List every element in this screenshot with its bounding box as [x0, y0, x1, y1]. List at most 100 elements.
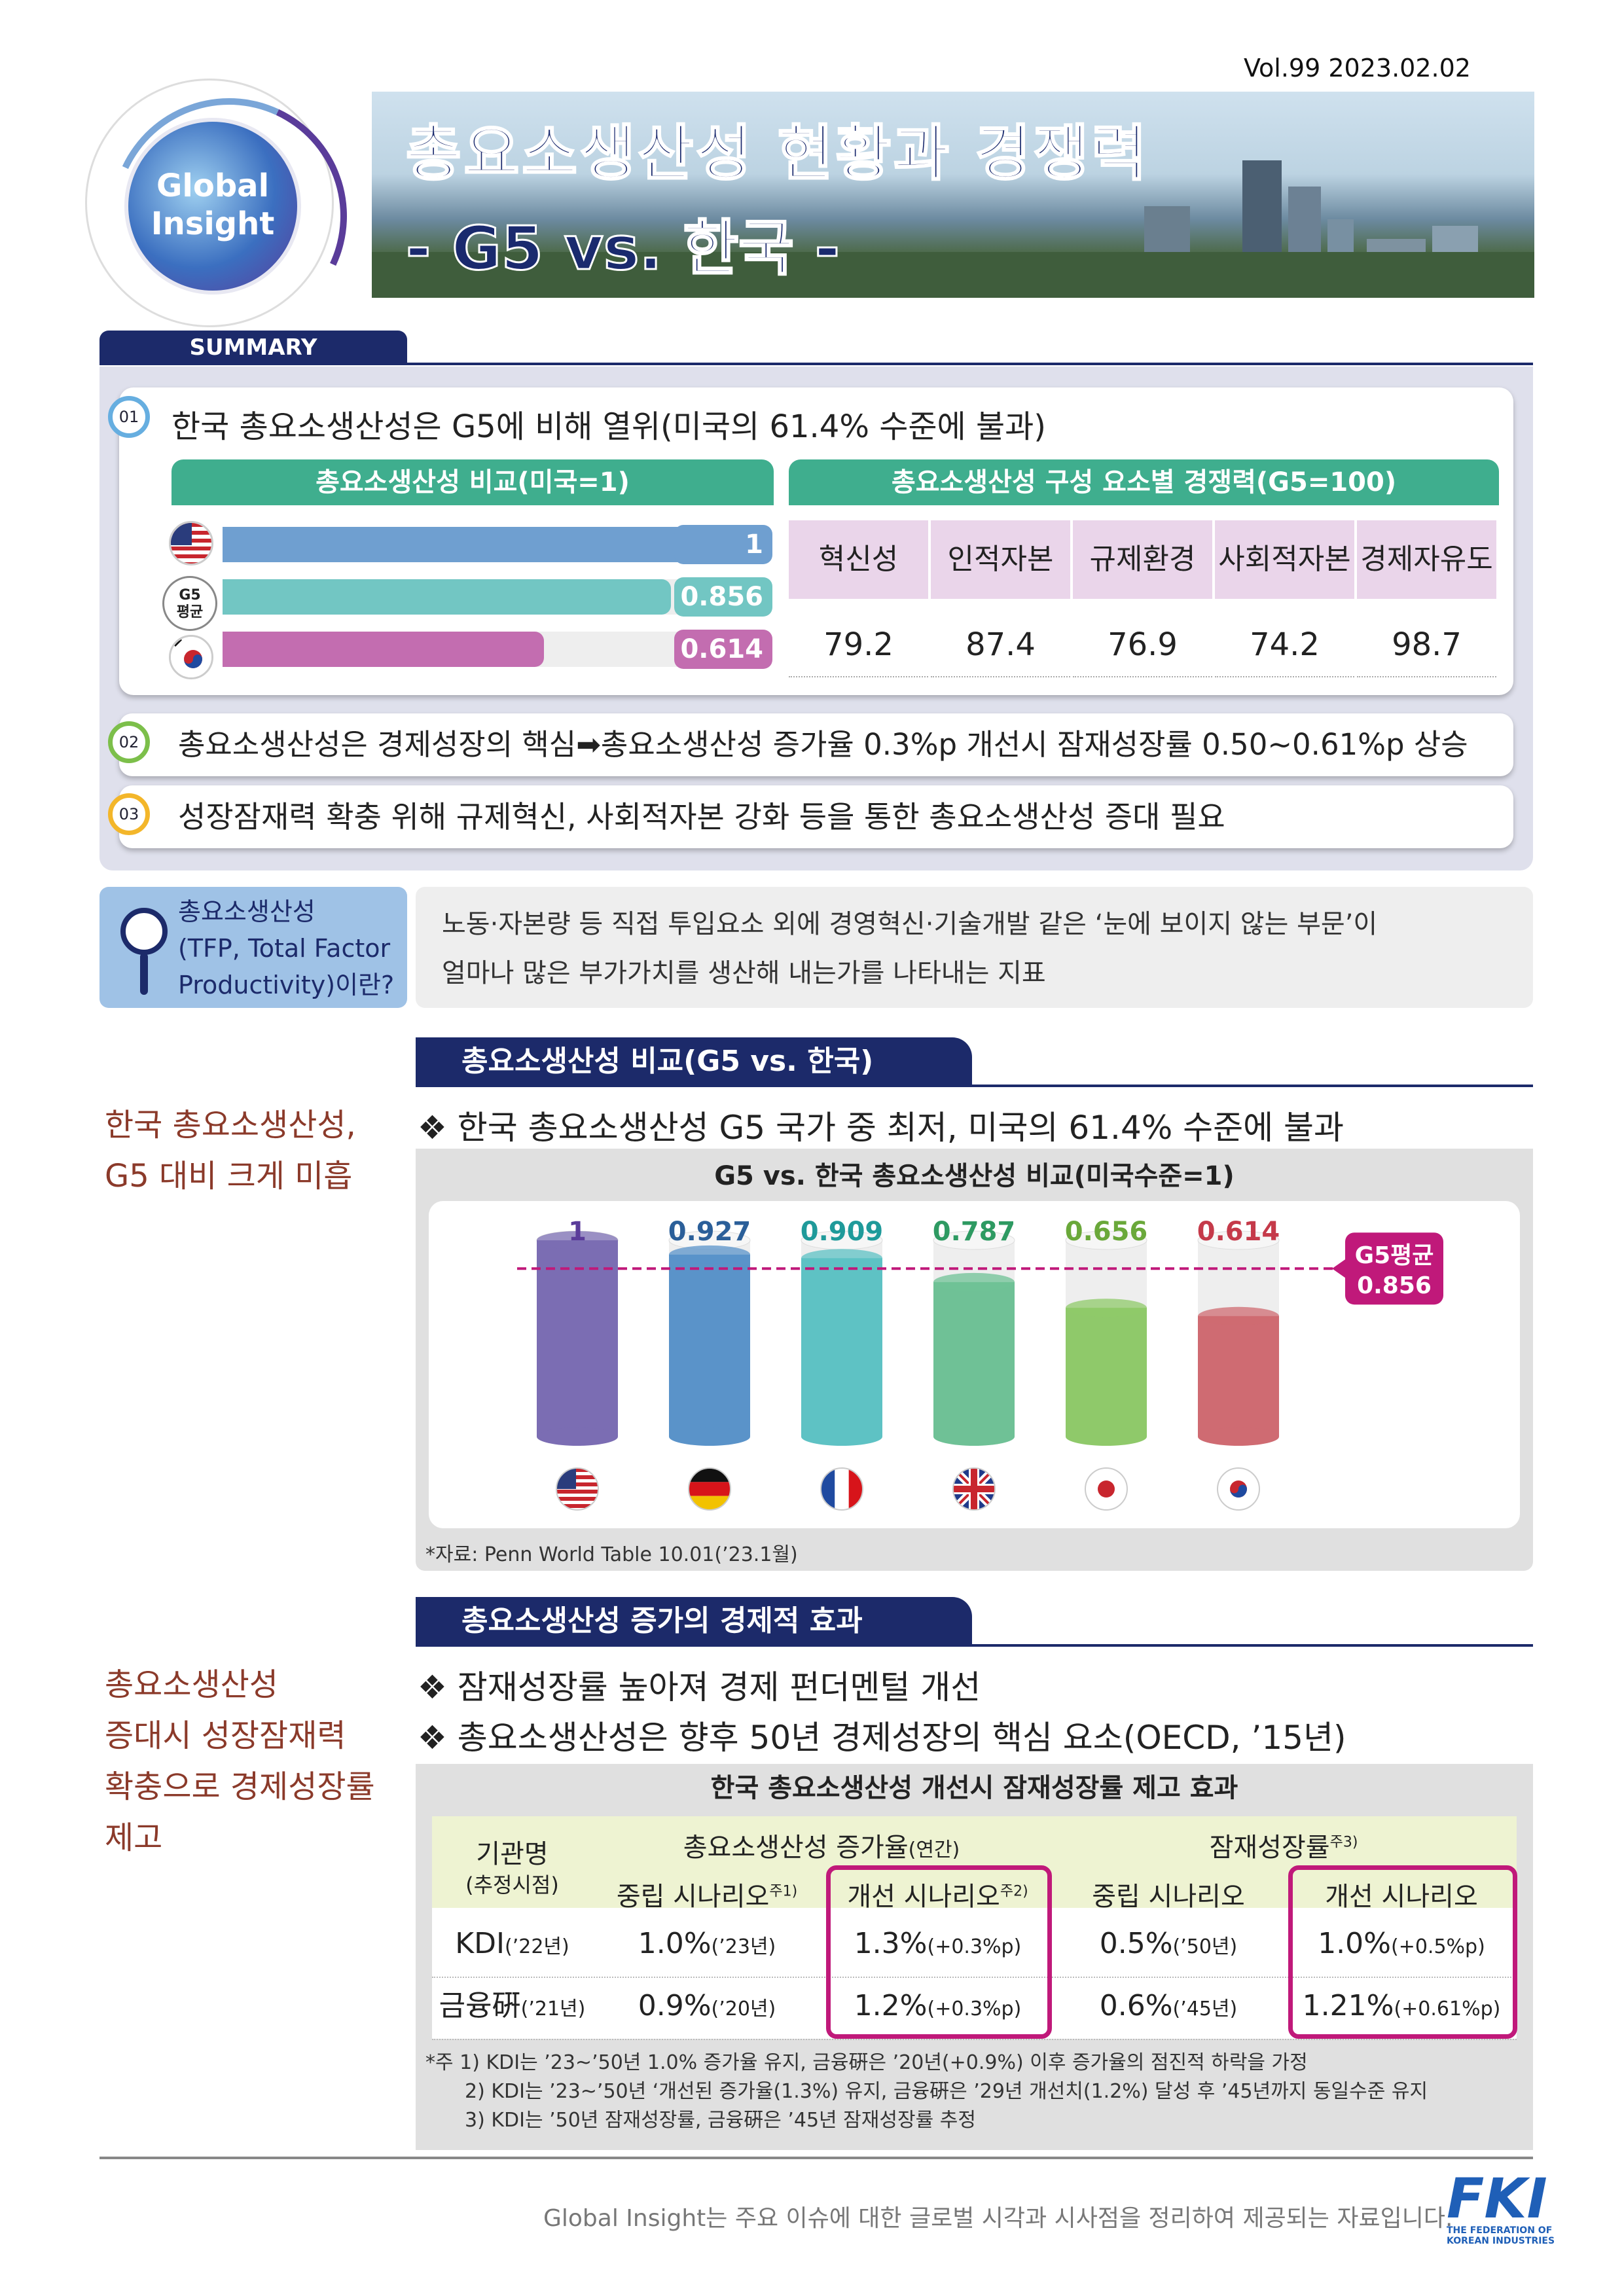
table-note-1: *주 1) KDI는 ’23~’50년 1.0% 증가율 유지, 금융硏은 ’2… — [425, 2051, 1308, 2074]
section2-side-line3: 확충으로 경제성장률 — [105, 1768, 375, 1805]
component-header-4: 경제자유도 — [1357, 520, 1496, 599]
korea-flag-icon — [169, 635, 213, 679]
kr-flag-icon — [1217, 1467, 1260, 1511]
row-org-name-1: 금융硏 — [439, 1989, 521, 2022]
footer-text: Global Insight는 주요 이슈에 대한 글로벌 시각과 시사점을 정… — [543, 2205, 1453, 2232]
bar-5 — [1198, 1316, 1279, 1437]
row-org-year-0: (’22년) — [505, 1935, 569, 1958]
row-0-cell-1-value: 1.3% — [854, 1927, 928, 1960]
row-0-cell-3: 1.0%(+0.5%p) — [1286, 1921, 1517, 1970]
footer-divider — [99, 2157, 1533, 2159]
row-0-cell-3-sub: (+0.5%p) — [1390, 1935, 1485, 1958]
component-value-3: 74.2 — [1215, 612, 1354, 677]
definition-line1: 노동·자본량 등 직접 투입요소 외에 경영혁신·기술개발 같은 ‘눈에 보이지… — [442, 909, 1378, 939]
bar-fill-1 — [223, 579, 671, 615]
component-value-2: 76.9 — [1073, 612, 1212, 677]
bar-fill-0 — [223, 527, 746, 562]
section1-divider — [416, 1085, 1533, 1087]
jp-flag-icon — [1085, 1467, 1128, 1511]
component-header-2: 규제환경 — [1073, 520, 1212, 599]
item-number-2: 02 — [108, 721, 150, 763]
definition-q-line1: 총요소생산성 — [178, 897, 316, 926]
section2-side-line2: 증대시 성장잠재력 — [105, 1717, 346, 1754]
row-1-cell-1-sub: (+0.3%p) — [927, 1998, 1022, 2020]
row-1-cell-0-sub: (’20년) — [711, 1998, 776, 2020]
section2-side-line1: 총요소생산성 — [105, 1666, 278, 1703]
summary-item-3: 성장잠재력 확충 위해 규제혁신, 사회적자본 강화 등을 통한 총요소생산성 … — [119, 785, 1513, 848]
fki-logo: FKI — [1447, 2166, 1547, 2231]
bar-top-4 — [1066, 1299, 1147, 1318]
row-0-cell-0-value: 1.0% — [638, 1927, 712, 1960]
bar-base-3 — [933, 1427, 1015, 1446]
g5-average-value: 0.856 — [1357, 1272, 1432, 1299]
definition-answer: 노동·자본량 등 직접 투입요소 외에 경영혁신·기술개발 같은 ‘눈에 보이지… — [416, 887, 1533, 1008]
component-value-0: 79.2 — [789, 612, 928, 677]
g5-average-pointer — [1332, 1259, 1345, 1278]
row-org-1: 금융硏(’21년) — [432, 1983, 592, 2032]
fki-sub2: KOREAN INDUSTRIES — [1447, 2236, 1555, 2246]
th-neutral-label: 중립 시나리오 — [616, 1882, 770, 1912]
g5-badge-line2: 평균 — [176, 604, 204, 620]
fki-subtitle: THE FEDERATION OF KOREAN INDUSTRIES — [1447, 2225, 1555, 2246]
section1-side-line1: 한국 총요소생산성, — [105, 1107, 356, 1143]
row-0-cell-2-sub: (’50년) — [1172, 1935, 1238, 1958]
th-improve: 개선 시나리오주2) — [825, 1875, 1051, 1913]
row-1-cell-1: 1.2%(+0.3%p) — [825, 1983, 1051, 2032]
summary-item-2: 총요소생산성은 경제성장의 핵심➡총요소생산성 증가율 0.3%p 개선시 잠재… — [119, 713, 1513, 776]
row-0-cell-1-sub: (+0.3%p) — [927, 1935, 1022, 1958]
bar-top-1 — [669, 1245, 750, 1264]
g5-average-badge-bg — [1345, 1232, 1443, 1305]
row-divider-1 — [432, 2039, 1517, 2040]
bar-value-1: 0.856 — [674, 577, 772, 617]
section1-side-line2: G5 대비 크게 미흡 — [105, 1158, 353, 1194]
g5-average-label: G5평균 — [1355, 1242, 1434, 1269]
bar-base-4 — [1066, 1427, 1147, 1446]
bar-label-4: 0.656 — [1065, 1217, 1148, 1247]
bar-label-0: 1 — [568, 1217, 586, 1247]
bar-tube-top-3 — [933, 1230, 1015, 1250]
summary-divider — [99, 363, 1533, 365]
bar-4 — [1066, 1308, 1147, 1437]
bar-base-5 — [1198, 1427, 1279, 1446]
definition-question: 총요소생산성 (TFP, Total Factor Productivity)이… — [178, 893, 394, 1003]
th-neutral: 중립 시나리오주1) — [592, 1875, 821, 1913]
chart-source: *자료: Penn World Table 10.01(’23.1월) — [425, 1543, 798, 1566]
th-neutral-sup: 주1) — [769, 1883, 798, 1900]
bar-label-5: 0.614 — [1197, 1217, 1280, 1247]
row-1-cell-0-value: 0.9% — [638, 1989, 712, 2022]
bar-base-2 — [801, 1427, 882, 1446]
main-title: 총요소생산성 현황과 경쟁력 — [405, 118, 1149, 190]
summary-tab: SUMMARY — [99, 331, 407, 365]
section2-header: 총요소생산성 증가의 경제적 효과 — [416, 1597, 972, 1645]
logo-line2: Insight — [151, 206, 275, 242]
row-org-0: KDI(’22년) — [432, 1921, 592, 1970]
row-0-cell-0: 1.0%(’23년) — [592, 1921, 821, 1970]
definition-q-line3: Productivity)이란? — [178, 971, 395, 999]
th-potential-sup: 주3) — [1329, 1834, 1358, 1851]
bar-top-5 — [1198, 1306, 1279, 1325]
bar-base-0 — [537, 1427, 618, 1446]
bar-label-2: 0.909 — [801, 1217, 884, 1247]
item-number-1: 01 — [108, 396, 150, 438]
component-value-1: 87.4 — [931, 612, 1070, 677]
section1-side-note: 한국 총요소생산성, G5 대비 크게 미흡 — [105, 1100, 356, 1202]
section2-divider — [416, 1644, 1533, 1647]
chart-title: G5 vs. 한국 총요소생산성 비교(미국수준=1) — [714, 1161, 1235, 1191]
tfp-comparison-title: 총요소생산성 비교(미국=1) — [171, 459, 774, 505]
magnifier-icon — [118, 902, 170, 1003]
bar-tube-top-4 — [1065, 1230, 1147, 1250]
fki-sub1: THE FEDERATION OF — [1447, 2225, 1553, 2236]
bar-top-2 — [801, 1249, 882, 1268]
th-tfp: 총요소생산성 증가율(연간) — [592, 1826, 1051, 1864]
row-1-cell-2-sub: (’45년) — [1172, 1998, 1238, 2020]
summary-item-3-text: 성장잠재력 확충 위해 규제혁신, 사회적자본 강화 등을 통한 총요소생산성 … — [178, 799, 1225, 834]
uk-flag-icon — [952, 1467, 996, 1511]
row-org-name-0: KDI — [455, 1927, 505, 1960]
row-1-cell-3-sub: (+0.61%p) — [1394, 1998, 1501, 2020]
table-note-2: 2) KDI는 ’23~’50년 ‘개선된 증가율(1.3%) 유지, 금융硏은… — [465, 2080, 1428, 2103]
effect-table-title: 한국 총요소생산성 개선시 잠재성장률 제고 효과 — [710, 1773, 1238, 1803]
row-1-cell-2: 0.6%(’45년) — [1051, 1983, 1286, 2032]
section2-side-line4: 제고 — [105, 1820, 163, 1856]
bar-fill-2 — [223, 632, 544, 667]
component-header-3: 사회적자본 — [1215, 520, 1354, 599]
